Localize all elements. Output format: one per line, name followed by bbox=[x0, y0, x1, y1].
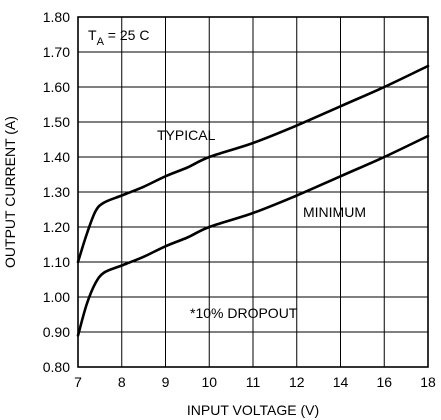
x-tick-label: 10 bbox=[201, 374, 217, 390]
plot-frame-layer bbox=[77, 16, 429, 368]
series-line-typical bbox=[76, 64, 430, 264]
y-tick-label: 1.50 bbox=[43, 114, 70, 130]
y-tick-labels: 0.80 0.90 1.00 1.10 1.20 1.30 1.40 1.50 1.60 1.70… bbox=[43, 9, 70, 375]
series-layer bbox=[76, 64, 430, 337]
y-tick-label: 1.10 bbox=[43, 254, 70, 270]
y-tick-label: 1.40 bbox=[43, 149, 70, 165]
x-tick-labels: 7 8 9 10 11 12 14 16 18 bbox=[74, 374, 436, 390]
x-tick-label: 7 bbox=[74, 374, 82, 390]
x-tick-label: 16 bbox=[376, 374, 392, 390]
series-label-typical: TYPICAL bbox=[157, 127, 216, 143]
y-tick-label: 1.00 bbox=[43, 289, 70, 305]
dropout-note: *10% DROPOUT bbox=[190, 305, 298, 321]
series-label-minimum: MINIMUM bbox=[303, 204, 366, 220]
y-tick-label: 1.30 bbox=[43, 184, 70, 200]
y-tick-label: 1.60 bbox=[43, 79, 70, 95]
y-tick-label: 0.90 bbox=[43, 324, 70, 340]
temperature-symbol: T bbox=[88, 27, 97, 43]
x-tick-label: 8 bbox=[118, 374, 126, 390]
x-tick-label: 18 bbox=[420, 374, 436, 390]
temperature-subscript: A bbox=[97, 36, 105, 48]
series-line-minimum bbox=[76, 134, 430, 337]
y-tick-label: 0.80 bbox=[43, 359, 70, 375]
y-tick-label: 1.70 bbox=[43, 44, 70, 60]
x-tick-label: 12 bbox=[289, 374, 305, 390]
x-axis-title: INPUT VOLTAGE (V) bbox=[187, 402, 319, 418]
x-tick-label: 11 bbox=[246, 374, 261, 390]
x-tick-label: 14 bbox=[333, 374, 349, 390]
y-tick-label: 1.20 bbox=[43, 219, 70, 235]
x-tick-label: 9 bbox=[162, 374, 170, 390]
grid-layer bbox=[78, 17, 428, 367]
plot-frame bbox=[77, 16, 429, 368]
temperature-value: = 25 C bbox=[104, 27, 150, 43]
y-axis-title: OUTPUT CURRENT (A) bbox=[2, 116, 18, 268]
y-tick-label: 1.80 bbox=[43, 9, 70, 25]
temperature-annotation: TA = 25 C bbox=[88, 27, 149, 48]
